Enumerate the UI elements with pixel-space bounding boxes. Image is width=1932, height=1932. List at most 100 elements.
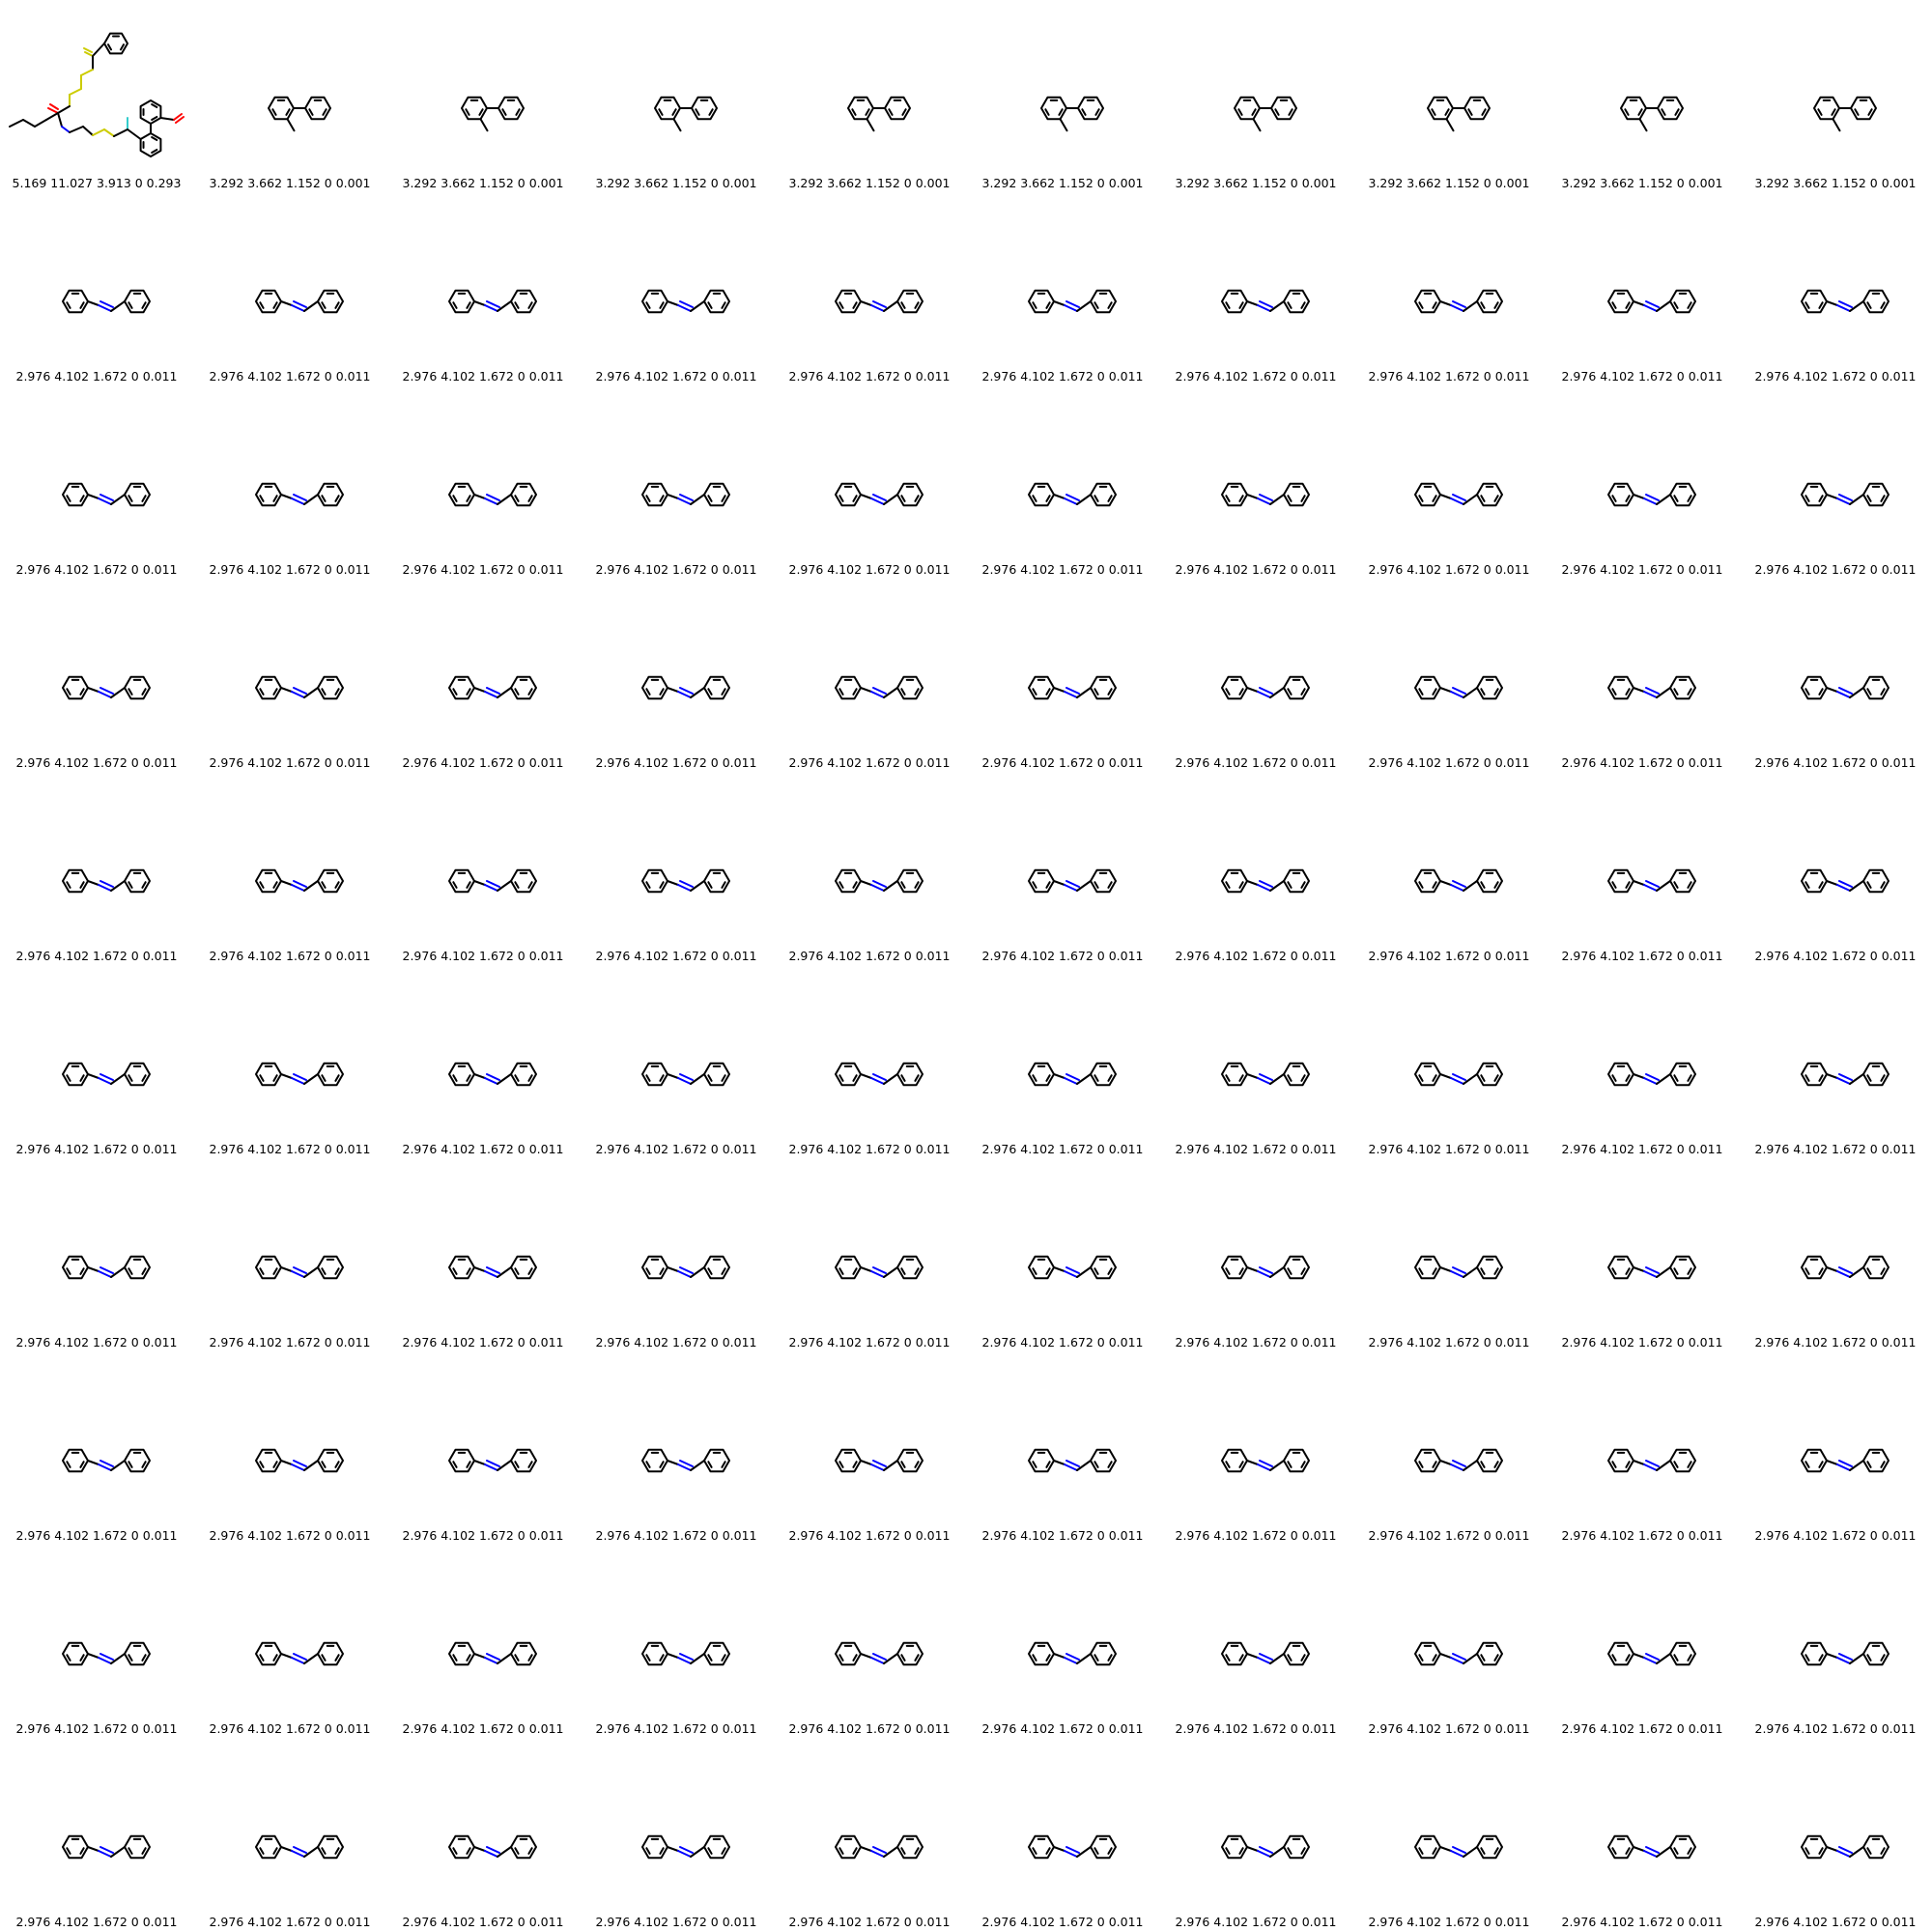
azobenzene-structure xyxy=(1221,482,1310,507)
benzene-ring-left xyxy=(1607,1255,1634,1280)
c-n-bond xyxy=(1633,1653,1645,1659)
molecule-cell: 2.976 4.102 1.672 0 0.011 xyxy=(386,1546,580,1739)
azobenzene-structure xyxy=(835,1062,923,1087)
molecule-score-label: 2.976 4.102 1.672 0 0.011 xyxy=(595,949,757,963)
aromatic-bond xyxy=(1107,301,1113,309)
molecule-drawing xyxy=(1607,1641,1696,1666)
molecule-drawing xyxy=(1414,1255,1503,1280)
molecule-cell: 2.976 4.102 1.672 0 0.011 xyxy=(966,193,1159,386)
molecule-score-label: 2.976 4.102 1.672 0 0.011 xyxy=(1754,755,1917,770)
aromatic-bond xyxy=(1418,688,1424,696)
aromatic-bond xyxy=(1831,108,1836,116)
n-n-bond xyxy=(1450,884,1464,892)
c-n-bond xyxy=(87,880,99,886)
molecule-drawing xyxy=(1607,1834,1696,1860)
bond xyxy=(57,105,71,114)
molecule-cell: 2.976 4.102 1.672 0 0.011 xyxy=(773,580,966,773)
aromatic-bond xyxy=(659,881,665,889)
aromatic-bond xyxy=(900,881,906,889)
molecule-drawing xyxy=(1221,289,1310,314)
benzene-ring-left xyxy=(1801,675,1828,700)
aromatic-bond xyxy=(659,301,665,309)
n-n-bond xyxy=(291,1077,305,1085)
molecule-drawing xyxy=(1607,1448,1696,1473)
azobenzene-structure xyxy=(835,1255,923,1280)
azobenzene-structure xyxy=(641,868,730,894)
aromatic-bond xyxy=(1625,1074,1631,1082)
molecule-score-label: 3.292 3.662 1.152 0 0.001 xyxy=(1754,176,1917,190)
aromatic-bond xyxy=(914,1461,920,1468)
n-n-bond xyxy=(1643,691,1658,698)
azobenzene-structure xyxy=(1801,1641,1889,1666)
sulfur-bond xyxy=(80,69,94,76)
n-c-bond xyxy=(883,1653,898,1664)
c-n-bond xyxy=(667,687,679,693)
molecule-drawing xyxy=(641,675,730,700)
c-n-bond xyxy=(473,1460,486,1465)
c-n-bond xyxy=(1053,1846,1065,1852)
molecule-score-label: 2.976 4.102 1.672 0 0.011 xyxy=(595,1915,757,1929)
azobenzene-structure xyxy=(835,868,923,894)
c-n-bond xyxy=(667,1073,679,1079)
aromatic-bond xyxy=(285,108,291,116)
molecule-cell: 2.976 4.102 1.672 0 0.011 xyxy=(1546,193,1739,386)
n-c-bond xyxy=(497,300,512,312)
molecule-drawing xyxy=(1028,1062,1117,1087)
n-c-bond xyxy=(690,494,705,505)
aromatic-bond xyxy=(79,1267,85,1275)
aldehyde-bond xyxy=(173,113,183,121)
n-n-bond xyxy=(484,1850,498,1858)
n-n-double-bond xyxy=(293,1460,307,1467)
aromatic-bond xyxy=(914,1847,920,1855)
azobenzene-structure xyxy=(1607,675,1696,700)
molecule-drawing xyxy=(835,1834,923,1860)
molecule-drawing xyxy=(448,675,537,700)
aromatic-bond xyxy=(1880,301,1886,309)
aromatic-bond xyxy=(1687,1267,1692,1275)
benzene-ring-left xyxy=(1028,289,1055,314)
molecule-score-label: 2.976 4.102 1.672 0 0.011 xyxy=(1175,1721,1337,1736)
n-n-double-bond xyxy=(1452,494,1466,501)
n-n-bond xyxy=(98,691,112,698)
methyl-bond xyxy=(1252,118,1262,132)
molecule-cell: 2.976 4.102 1.672 0 0.011 xyxy=(1739,1739,1932,1932)
molecule-drawing xyxy=(62,1062,151,1087)
aromatic-bond xyxy=(708,108,714,116)
n-n-double-bond xyxy=(679,687,694,695)
azobenzene-structure xyxy=(62,675,151,700)
n-n-double-bond xyxy=(1452,687,1466,695)
aromatic-bond xyxy=(1818,881,1824,889)
aromatic-bond xyxy=(1804,688,1810,696)
aromatic-bond xyxy=(707,1461,713,1468)
aromatic-bond xyxy=(259,688,265,696)
aromatic-bond xyxy=(272,881,278,889)
benzene-ring-left xyxy=(1414,1062,1441,1087)
azobenzene-structure xyxy=(1607,1255,1696,1280)
n-n-double-bond xyxy=(486,1846,500,1854)
aromatic-bond xyxy=(1866,881,1872,889)
n-n-bond xyxy=(1836,1270,1851,1278)
n-c-bond xyxy=(1463,1073,1478,1085)
molecule-cell: 2.976 4.102 1.672 0 0.011 xyxy=(386,773,580,966)
azobenzene-structure xyxy=(62,1255,151,1280)
n-c-bond xyxy=(1849,494,1864,505)
n-c-bond xyxy=(110,1653,126,1664)
molecule-cell: 2.976 4.102 1.672 0 0.011 xyxy=(580,193,773,386)
azobenzene-structure xyxy=(641,1641,730,1666)
azobenzene-structure xyxy=(1801,1834,1889,1860)
aromatic-bond xyxy=(1880,881,1886,889)
aromatic-bond xyxy=(1287,881,1293,889)
molecule-score-label: 2.976 4.102 1.672 0 0.011 xyxy=(981,369,1144,384)
aromatic-bond xyxy=(1444,108,1450,116)
molecule-score-label: 2.976 4.102 1.672 0 0.011 xyxy=(595,1721,757,1736)
azobenzene-structure xyxy=(641,1834,730,1860)
aromatic-bond xyxy=(707,881,713,889)
aromatic-bond xyxy=(838,688,844,696)
molecule-cell: 2.976 4.102 1.672 0 0.011 xyxy=(0,966,193,1159)
azobenzene-structure xyxy=(1414,868,1503,894)
aromatic-bond xyxy=(1432,495,1437,502)
molecule-score-label: 2.976 4.102 1.672 0 0.011 xyxy=(981,1915,1144,1929)
molecule-score-label: 2.976 4.102 1.672 0 0.011 xyxy=(595,755,757,770)
aromatic-bond xyxy=(1687,495,1692,502)
molecule-score-label: 2.976 4.102 1.672 0 0.011 xyxy=(15,1915,178,1929)
